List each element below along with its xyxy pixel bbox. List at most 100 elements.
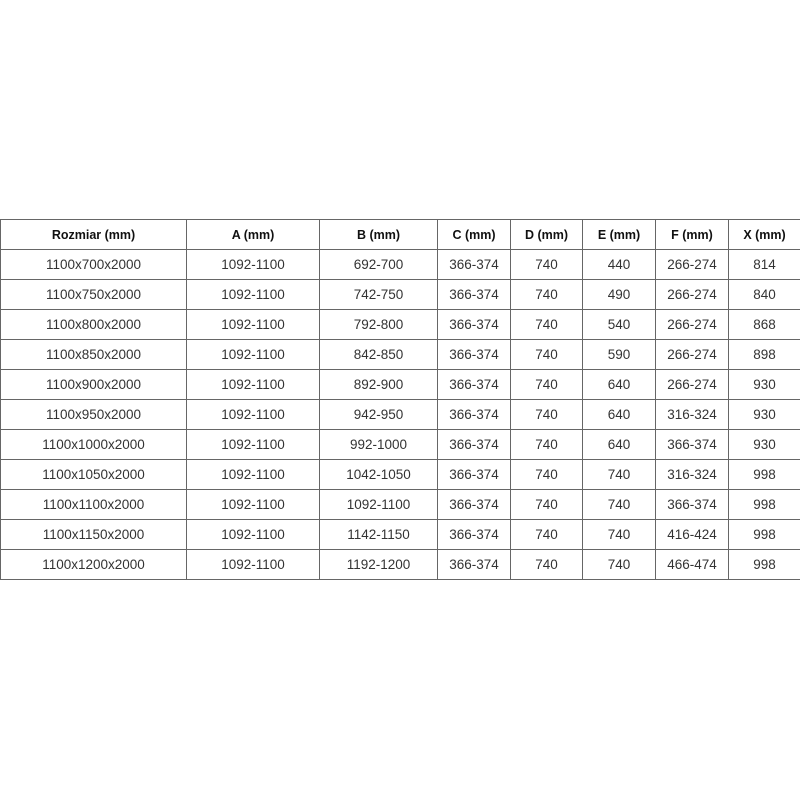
- table-row: 1100x1050x2000 1092-1100 1042-1050 366-374 7…: [0, 459, 800, 490]
- table-cell: 366-374: [655, 489, 729, 520]
- table-cell: 466-474: [655, 549, 729, 580]
- table-cell: 366-374: [437, 459, 511, 490]
- table-cell: 740: [510, 339, 583, 370]
- table-cell: 1100x1200x2000: [0, 549, 187, 580]
- table-row: 1100x900x2000 1092-1100 892-900 366-374 740 6…: [0, 369, 800, 400]
- table-cell: 740: [510, 279, 583, 310]
- table-cell: 640: [582, 399, 656, 430]
- table-cell: 998: [728, 489, 800, 520]
- table-row: 1100x950x2000 1092-1100 942-950 366-374 740 6…: [0, 399, 800, 430]
- table-cell: 1092-1100: [186, 309, 320, 340]
- column-header: A (mm): [186, 219, 320, 250]
- table-cell: 1100x1050x2000: [0, 459, 187, 490]
- table-cell: 266-274: [655, 279, 729, 310]
- column-header: C (mm): [437, 219, 511, 250]
- table-cell: 1092-1100: [186, 519, 320, 550]
- table-cell: 1100x1150x2000: [0, 519, 187, 550]
- table-cell: 1092-1100: [186, 429, 320, 460]
- table-cell: 1100x850x2000: [0, 339, 187, 370]
- table-cell: 366-374: [437, 519, 511, 550]
- table-cell: 892-900: [319, 369, 438, 400]
- table-cell: 1092-1100: [186, 489, 320, 520]
- table-cell: 366-374: [655, 429, 729, 460]
- table-cell: 842-850: [319, 339, 438, 370]
- table-cell: 1142-1150: [319, 519, 438, 550]
- table-cell: 266-274: [655, 339, 729, 370]
- table-cell: 930: [728, 429, 800, 460]
- table-cell: 366-374: [437, 309, 511, 340]
- table-cell: 540: [582, 309, 656, 340]
- table-cell: 740: [510, 519, 583, 550]
- table-row: 1100x1200x2000 1092-1100 1192-1200 366-374 7…: [0, 549, 800, 580]
- table-cell: 1092-1100: [186, 549, 320, 580]
- table-cell: 992-1000: [319, 429, 438, 460]
- table-cell: 490: [582, 279, 656, 310]
- table-cell: 1092-1100: [186, 369, 320, 400]
- table-cell: 742-750: [319, 279, 438, 310]
- table-cell: 740: [582, 519, 656, 550]
- table-cell: 1100x1100x2000: [0, 489, 187, 520]
- table-cell: 1100x700x2000: [0, 249, 187, 280]
- table-cell: 1100x750x2000: [0, 279, 187, 310]
- table-cell: 266-274: [655, 369, 729, 400]
- table-cell: 640: [582, 429, 656, 460]
- column-header: Rozmiar (mm): [0, 219, 187, 250]
- table-cell: 740: [510, 489, 583, 520]
- table-cell: 1192-1200: [319, 549, 438, 580]
- table-cell: 366-374: [437, 549, 511, 580]
- table-cell: 1092-1100: [319, 489, 438, 520]
- table-cell: 740: [510, 549, 583, 580]
- table-cell: 740: [582, 459, 656, 490]
- table-cell: 868: [728, 309, 800, 340]
- table-cell: 316-324: [655, 399, 729, 430]
- column-header: D (mm): [510, 219, 583, 250]
- table-cell: 316-324: [655, 459, 729, 490]
- table-cell: 1092-1100: [186, 399, 320, 430]
- table-cell: 998: [728, 519, 800, 550]
- table-cell: 440: [582, 249, 656, 280]
- table-cell: 366-374: [437, 429, 511, 460]
- table-cell: 692-700: [319, 249, 438, 280]
- table-cell: 1042-1050: [319, 459, 438, 490]
- table-cell: 740: [510, 459, 583, 490]
- table-row: 1100x1100x2000 1092-1100 1092-1100 366-374 7…: [0, 489, 800, 520]
- table-cell: 740: [510, 429, 583, 460]
- table-cell: 930: [728, 399, 800, 430]
- column-header: E (mm): [582, 219, 656, 250]
- table-cell: 366-374: [437, 249, 511, 280]
- table-row: 1100x850x2000 1092-1100 842-850 366-374 740 5…: [0, 339, 800, 370]
- table-cell: 1100x800x2000: [0, 309, 187, 340]
- column-header: F (mm): [655, 219, 729, 250]
- table-cell: 266-274: [655, 249, 729, 280]
- table-cell: 1100x1000x2000: [0, 429, 187, 460]
- column-header: X (mm): [728, 219, 800, 250]
- table-cell: 740: [510, 249, 583, 280]
- table-row: 1100x1000x2000 1092-1100 992-1000 366-374 74…: [0, 429, 800, 460]
- table-cell: 740: [510, 399, 583, 430]
- table-cell: 1092-1100: [186, 339, 320, 370]
- table-cell: 898: [728, 339, 800, 370]
- table-cell: 366-374: [437, 399, 511, 430]
- table-cell: 366-374: [437, 369, 511, 400]
- table-cell: 1092-1100: [186, 459, 320, 490]
- table-cell: 740: [510, 369, 583, 400]
- table-cell: 840: [728, 279, 800, 310]
- table-cell: 640: [582, 369, 656, 400]
- table-cell: 740: [510, 309, 583, 340]
- table-row: 1100x750x2000 1092-1100 742-750 366-374 740 4…: [0, 279, 800, 310]
- dimensions-table: Rozmiar (mm) A (mm) B (mm) C (mm) D (mm) E (m…: [0, 219, 800, 580]
- table-cell: 814: [728, 249, 800, 280]
- column-header: B (mm): [319, 219, 438, 250]
- table-cell: 998: [728, 549, 800, 580]
- table-cell: 998: [728, 459, 800, 490]
- table-cell: 1092-1100: [186, 249, 320, 280]
- table-row: 1100x800x2000 1092-1100 792-800 366-374 740 5…: [0, 309, 800, 340]
- table-cell: 930: [728, 369, 800, 400]
- table-cell: 792-800: [319, 309, 438, 340]
- table-cell: 366-374: [437, 339, 511, 370]
- table-cell: 416-424: [655, 519, 729, 550]
- table-cell: 1092-1100: [186, 279, 320, 310]
- table-cell: 942-950: [319, 399, 438, 430]
- table-cell: 590: [582, 339, 656, 370]
- table-cell: 366-374: [437, 489, 511, 520]
